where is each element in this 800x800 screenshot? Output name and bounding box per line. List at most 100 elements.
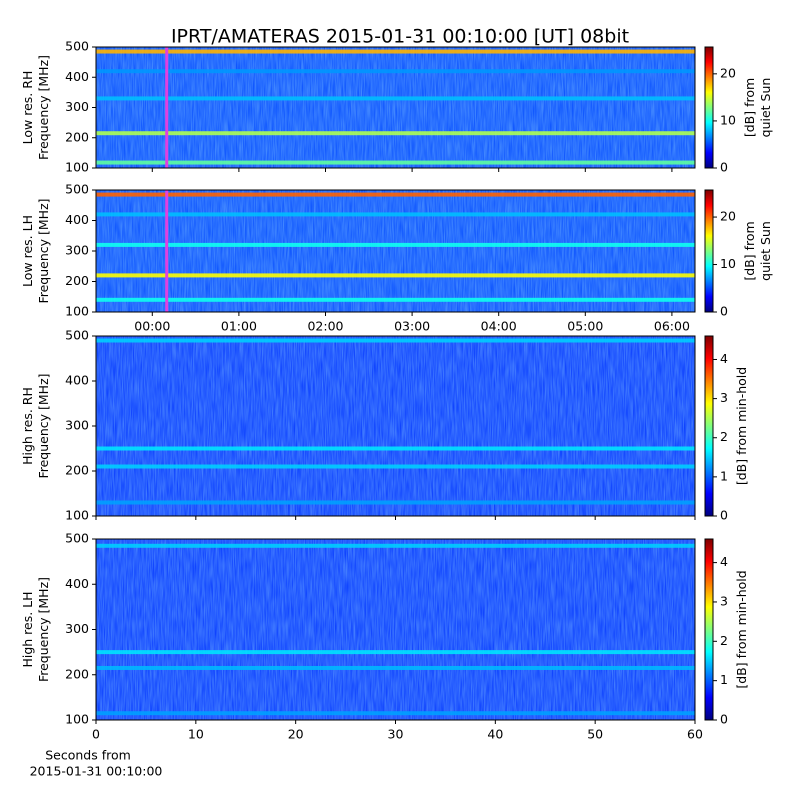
y-tick-label: 100	[65, 508, 89, 523]
colorbar-tick-label: 20	[720, 65, 736, 80]
band	[96, 212, 695, 217]
y-tick-label: 200	[65, 463, 89, 478]
y-axis-label-line: Low res. RH	[20, 71, 35, 145]
colorbar-tick-label: 10	[720, 256, 736, 271]
y-tick-label: 300	[65, 621, 89, 636]
x-tick-label: 00:00	[134, 319, 170, 334]
colorbar-tick-label: 0	[720, 160, 728, 175]
y-tick-label: 300	[65, 243, 89, 258]
colorbar-tick-label: 2	[720, 633, 728, 648]
chart-title: IPRT/AMATERAS 2015-01-31 00:10:00 [UT] 0…	[171, 26, 629, 48]
texture	[96, 336, 695, 516]
y-tick-label: 300	[65, 418, 89, 433]
y-axis-label-line: Frequency [MHz]	[36, 55, 51, 160]
y-axis-label-line: High res. RH	[20, 387, 35, 465]
band	[96, 446, 695, 451]
y-axis-label-line: Low res. LH	[20, 215, 35, 287]
y-tick-label: 500	[65, 39, 89, 54]
band	[96, 131, 695, 136]
colorbar-tick-label: 3	[720, 593, 728, 608]
band	[96, 96, 695, 101]
colorbar-label-line: [dB] from	[742, 78, 757, 137]
x-tick-label: 02:00	[307, 319, 343, 334]
y-tick-label: 100	[65, 160, 89, 175]
colorbar-tick-label: 1	[720, 672, 728, 687]
colorbar	[704, 335, 714, 517]
colorbar	[704, 46, 714, 169]
x-tick-label: 06:00	[654, 319, 690, 334]
texture	[96, 190, 695, 312]
x-tick-label: 04:00	[481, 319, 517, 334]
x-tick-label: 01:00	[221, 319, 257, 334]
band	[96, 49, 695, 54]
band	[96, 160, 695, 165]
band	[96, 711, 695, 716]
band	[96, 338, 695, 343]
y-tick-label: 400	[65, 212, 89, 227]
colorbar-tick-label: 2	[720, 429, 728, 444]
y-tick-label: 100	[65, 712, 89, 727]
x-tick-label: 40	[487, 727, 503, 742]
x-tick-label: 10	[188, 727, 204, 742]
colorbar-tick-label: 4	[720, 351, 728, 366]
colorbar-label-line: quiet Sun	[758, 221, 773, 281]
x-tick-label: 0	[92, 727, 100, 742]
colorbar-label: [dB] from min-hold	[734, 570, 749, 688]
y-tick-label: 300	[65, 99, 89, 114]
y-tick-label: 500	[65, 328, 89, 343]
x-tick-label: 50	[587, 727, 603, 742]
y-tick-label: 200	[65, 666, 89, 681]
colorbar-tick-label: 4	[720, 554, 728, 569]
colorbar-label: [dB] fromquiet Sun	[742, 78, 773, 138]
x-axis-label: Seconds from	[45, 748, 131, 763]
band	[96, 543, 695, 548]
y-tick-label: 400	[65, 576, 89, 591]
band	[96, 500, 695, 505]
colorbar-tick-label: 1	[720, 468, 728, 483]
colorbar	[704, 538, 714, 721]
x-tick-label: 30	[388, 727, 404, 742]
x-tick-label: 60	[687, 727, 703, 742]
y-axis-label: High res. LHFrequency [MHz]	[20, 577, 51, 682]
colorbar-label-line: [dB] from	[742, 221, 757, 280]
texture	[96, 539, 695, 720]
y-axis-label: Low res. RHFrequency [MHz]	[20, 55, 51, 160]
colorbar-tick-label: 10	[720, 112, 736, 127]
band	[96, 665, 695, 670]
x-axis-label: 2015-01-31 00:10:00	[30, 764, 163, 779]
colorbar-label-line: [dB] from min-hold	[734, 367, 749, 485]
y-tick-label: 500	[65, 182, 89, 197]
y-tick-label: 400	[65, 373, 89, 388]
y-tick-label: 200	[65, 129, 89, 144]
texture	[96, 47, 695, 168]
y-axis-label: High res. RHFrequency [MHz]	[20, 373, 51, 478]
colorbar-tick-label: 20	[720, 209, 736, 224]
colorbar-label-line: quiet Sun	[758, 78, 773, 138]
band	[96, 650, 695, 655]
band	[96, 192, 695, 197]
colorbar-tick-label: 0	[720, 508, 728, 523]
colorbar	[704, 189, 714, 313]
y-tick-label: 500	[65, 531, 89, 546]
colorbar-label: [dB] fromquiet Sun	[742, 221, 773, 281]
y-tick-label: 100	[65, 304, 89, 319]
x-tick-label: 20	[288, 727, 304, 742]
band	[96, 273, 695, 278]
colorbar-label: [dB] from min-hold	[734, 367, 749, 485]
band	[96, 464, 695, 469]
colorbar-tick-label: 0	[720, 304, 728, 319]
colorbar-label-line: [dB] from min-hold	[734, 570, 749, 688]
x-tick-label: 05:00	[567, 319, 603, 334]
y-tick-label: 400	[65, 69, 89, 84]
y-axis-label-line: Frequency [MHz]	[36, 373, 51, 478]
y-axis-label-line: Frequency [MHz]	[36, 577, 51, 682]
x-tick-label: 03:00	[394, 319, 430, 334]
y-axis-label: Low res. LHFrequency [MHz]	[20, 198, 51, 303]
band	[96, 69, 695, 74]
colorbar-tick-label: 0	[720, 712, 728, 727]
y-tick-label: 200	[65, 273, 89, 288]
colorbar-tick-label: 3	[720, 390, 728, 405]
y-axis-label-line: Frequency [MHz]	[36, 198, 51, 303]
y-axis-label-line: High res. LH	[20, 591, 35, 667]
